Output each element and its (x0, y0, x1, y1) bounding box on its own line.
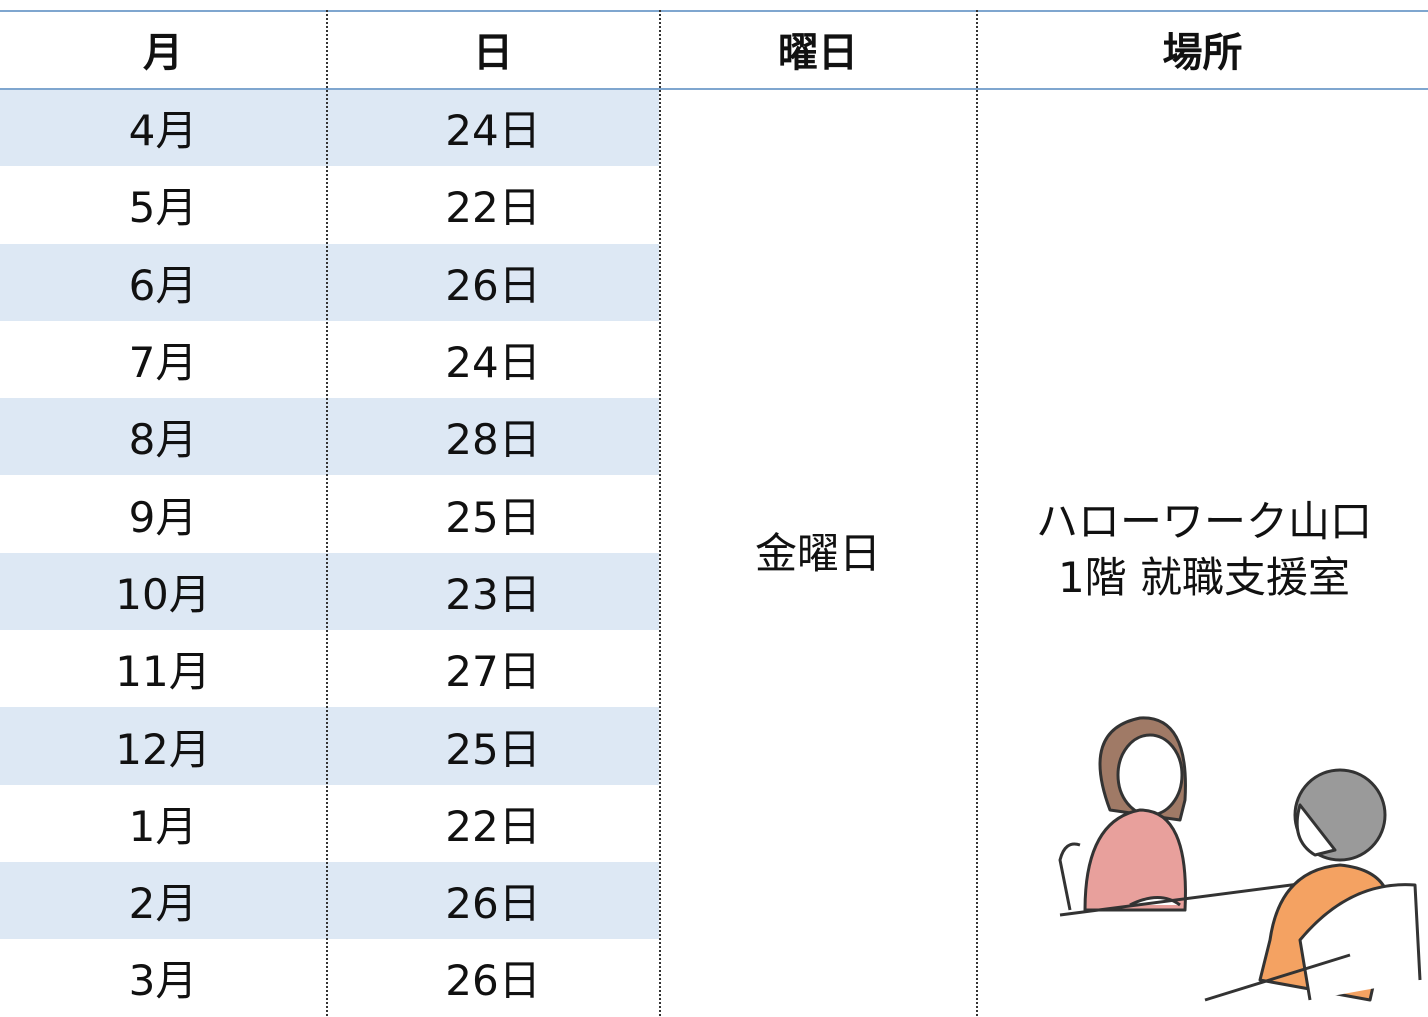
day-cell: 27日 (445, 647, 541, 697)
month-cell: 11月 (115, 647, 211, 697)
row-shade (0, 398, 659, 476)
month-cell: 8月 (128, 415, 198, 465)
day-cell: 23日 (445, 569, 541, 619)
column-divider (976, 10, 978, 1016)
day-cell: 22日 (445, 801, 541, 851)
day-cell: 25日 (445, 492, 541, 542)
header-cell: 月 (143, 30, 183, 76)
row-shade (0, 243, 659, 321)
month-cell: 12月 (115, 724, 211, 774)
month-cell: 3月 (128, 956, 198, 1006)
location-cell: ハローワーク山口 1階 就職支援室 (980, 490, 1428, 610)
month-cell: 2月 (128, 879, 198, 929)
month-cell: 10月 (115, 569, 211, 619)
row-shade (0, 707, 659, 785)
header-cell: 日 (473, 30, 513, 76)
header-bottom-line (0, 88, 1428, 90)
day-cell: 26日 (445, 879, 541, 929)
day-cell: 28日 (445, 415, 541, 465)
weekday-cell: 金曜日 (754, 528, 881, 578)
month-cell: 7月 (128, 338, 198, 388)
day-cell: 22日 (445, 183, 541, 233)
row-shade (0, 552, 659, 631)
day-cell: 26日 (445, 260, 541, 310)
month-cell: 4月 (128, 106, 198, 156)
month-cell: 6月 (128, 260, 198, 310)
header-cell: 場所 (1162, 30, 1243, 76)
month-cell: 5月 (128, 183, 198, 233)
day-cell: 24日 (445, 338, 541, 388)
header-cell: 曜日 (778, 30, 858, 76)
column-divider (326, 10, 328, 1016)
day-cell: 26日 (445, 956, 541, 1006)
header-top-line (0, 10, 1428, 12)
month-cell: 9月 (128, 492, 198, 542)
month-cell: 1月 (128, 801, 198, 851)
day-cell: 24日 (445, 106, 541, 156)
row-shade (0, 862, 659, 940)
consultation-illustration (1058, 716, 1422, 1002)
location-line: ハローワーク山口 (1035, 497, 1372, 546)
row-shade (0, 89, 659, 167)
day-cell: 25日 (445, 724, 541, 774)
location-line: 1階 就職支援室 (1057, 553, 1351, 602)
column-divider (659, 10, 661, 1016)
